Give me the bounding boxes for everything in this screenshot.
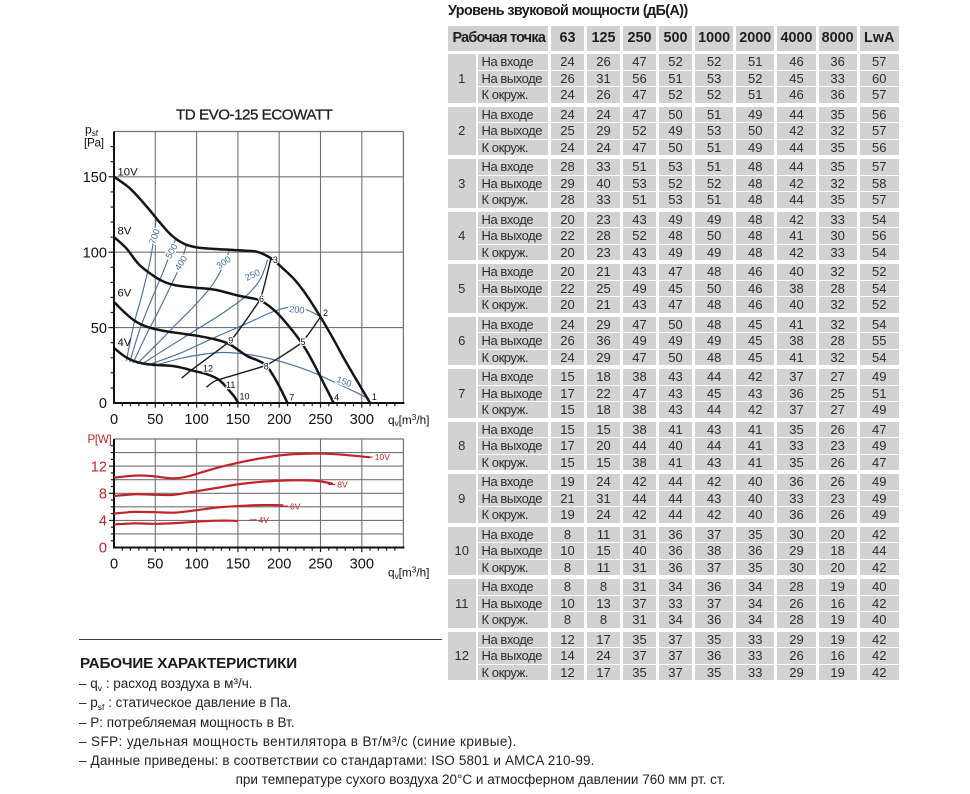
- svg-text:4: 4: [334, 392, 339, 402]
- svg-text:6V: 6V: [118, 288, 132, 300]
- svg-text:100: 100: [184, 412, 208, 428]
- svg-text:6: 6: [259, 294, 264, 304]
- svg-text:150: 150: [226, 556, 250, 572]
- svg-text:8V: 8V: [337, 480, 348, 490]
- svg-text:7: 7: [289, 392, 294, 402]
- svg-text:3: 3: [273, 255, 278, 265]
- svg-text:qv[m3/h]: qv[m3/h]: [388, 413, 429, 428]
- svg-text:200: 200: [267, 556, 291, 572]
- svg-text:50: 50: [147, 556, 163, 572]
- svg-text:50: 50: [91, 321, 107, 337]
- svg-text:500: 500: [164, 242, 180, 260]
- svg-text:300: 300: [350, 412, 374, 428]
- svg-text:10: 10: [239, 392, 249, 402]
- svg-text:300: 300: [215, 254, 233, 271]
- svg-text:0: 0: [99, 396, 107, 412]
- svg-text:TD EVO-125 ECOWATT: TD EVO-125 ECOWATT: [176, 107, 333, 124]
- svg-text:qv[m3/h]: qv[m3/h]: [388, 566, 429, 581]
- svg-text:1: 1: [372, 392, 377, 402]
- svg-text:400: 400: [173, 254, 190, 272]
- svg-text:150: 150: [335, 374, 353, 389]
- svg-text:6V: 6V: [290, 501, 301, 511]
- svg-text:4: 4: [99, 514, 107, 530]
- svg-text:150: 150: [226, 412, 250, 428]
- svg-text:200: 200: [267, 412, 291, 428]
- svg-text:P[W]: P[W]: [88, 433, 112, 446]
- svg-text:2: 2: [323, 308, 328, 318]
- svg-text:5: 5: [300, 337, 305, 347]
- svg-text:100: 100: [83, 245, 107, 261]
- svg-text:0: 0: [110, 556, 118, 572]
- svg-text:10V: 10V: [375, 452, 390, 462]
- svg-text:200: 200: [289, 304, 305, 316]
- svg-text:250: 250: [308, 556, 332, 572]
- svg-text:4V: 4V: [118, 337, 132, 349]
- svg-text:8: 8: [99, 487, 107, 503]
- svg-text:8V: 8V: [118, 226, 132, 238]
- svg-text:700: 700: [147, 228, 162, 246]
- svg-text:10V: 10V: [118, 167, 139, 179]
- svg-text:9: 9: [228, 335, 233, 345]
- svg-text:4V: 4V: [259, 515, 270, 525]
- svg-text:0: 0: [99, 541, 107, 557]
- svg-text:0: 0: [110, 412, 118, 428]
- svg-text:250: 250: [308, 412, 332, 428]
- svg-text:12: 12: [91, 459, 107, 475]
- svg-text:50: 50: [147, 412, 163, 428]
- svg-text:150: 150: [83, 170, 107, 186]
- svg-text:12: 12: [203, 363, 213, 373]
- svg-text:[Pa]: [Pa]: [84, 136, 104, 150]
- svg-text:300: 300: [350, 556, 374, 572]
- svg-text:8: 8: [264, 362, 269, 372]
- svg-text:11: 11: [226, 380, 235, 390]
- svg-text:100: 100: [184, 556, 208, 572]
